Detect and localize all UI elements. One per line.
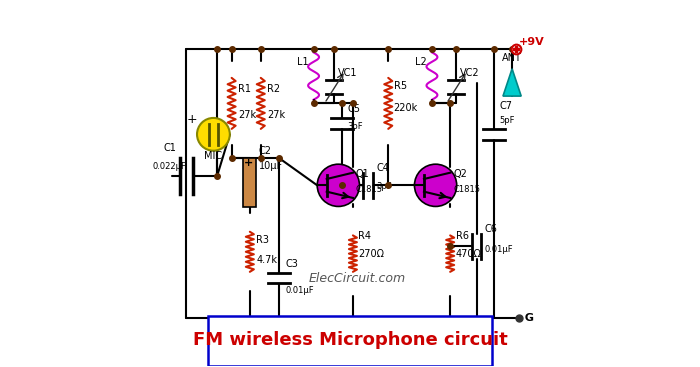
Text: VC2: VC2: [460, 68, 480, 78]
Text: C1815: C1815: [356, 185, 383, 194]
Text: 5pF: 5pF: [499, 116, 514, 126]
Text: Q1: Q1: [356, 169, 370, 179]
Text: 0.022μF: 0.022μF: [153, 162, 187, 171]
Text: +: +: [244, 158, 253, 168]
Text: L2: L2: [415, 57, 427, 67]
Text: 4.7k: 4.7k: [256, 255, 277, 265]
FancyBboxPatch shape: [244, 158, 256, 207]
Circle shape: [317, 164, 360, 207]
Text: VC1: VC1: [338, 68, 358, 78]
Text: 0.01μF: 0.01μF: [484, 245, 512, 254]
Text: R6: R6: [456, 231, 468, 241]
Text: C2: C2: [259, 146, 272, 156]
Text: 220k: 220k: [393, 103, 418, 113]
Text: L1: L1: [297, 57, 309, 67]
Text: R3: R3: [256, 235, 270, 245]
Text: C5: C5: [347, 105, 360, 115]
Text: R1: R1: [238, 84, 251, 94]
Text: 270Ω: 270Ω: [358, 249, 384, 259]
Text: C6: C6: [484, 224, 497, 234]
Text: +9V: +9V: [519, 37, 545, 47]
Circle shape: [414, 164, 456, 207]
Text: 470Ω: 470Ω: [456, 249, 482, 259]
Text: 27k: 27k: [238, 110, 256, 120]
Polygon shape: [503, 69, 522, 96]
Text: ANT: ANT: [502, 54, 522, 63]
Text: +: +: [187, 113, 197, 126]
Text: C3: C3: [286, 259, 298, 269]
Text: C1815: C1815: [453, 185, 480, 194]
Text: C4: C4: [376, 163, 389, 173]
Text: ElecCircuit.com: ElecCircuit.com: [309, 272, 406, 285]
Text: G: G: [522, 313, 534, 323]
Circle shape: [197, 118, 230, 151]
Text: R4: R4: [358, 231, 372, 241]
Text: 3pF: 3pF: [347, 122, 363, 131]
Text: 10μF: 10μF: [259, 161, 283, 171]
Text: C1: C1: [163, 143, 176, 153]
Text: Q2: Q2: [453, 169, 467, 179]
Text: FM wireless Microphone circuit: FM wireless Microphone circuit: [193, 331, 508, 349]
Text: R5: R5: [393, 81, 407, 91]
Text: C7: C7: [499, 101, 512, 111]
Text: 27k: 27k: [267, 110, 286, 120]
Text: 3pF: 3pF: [376, 182, 392, 191]
Text: R2: R2: [267, 84, 281, 94]
FancyBboxPatch shape: [208, 316, 492, 366]
Text: MIC: MIC: [204, 151, 223, 161]
Text: 0.01μF: 0.01μF: [286, 286, 314, 295]
